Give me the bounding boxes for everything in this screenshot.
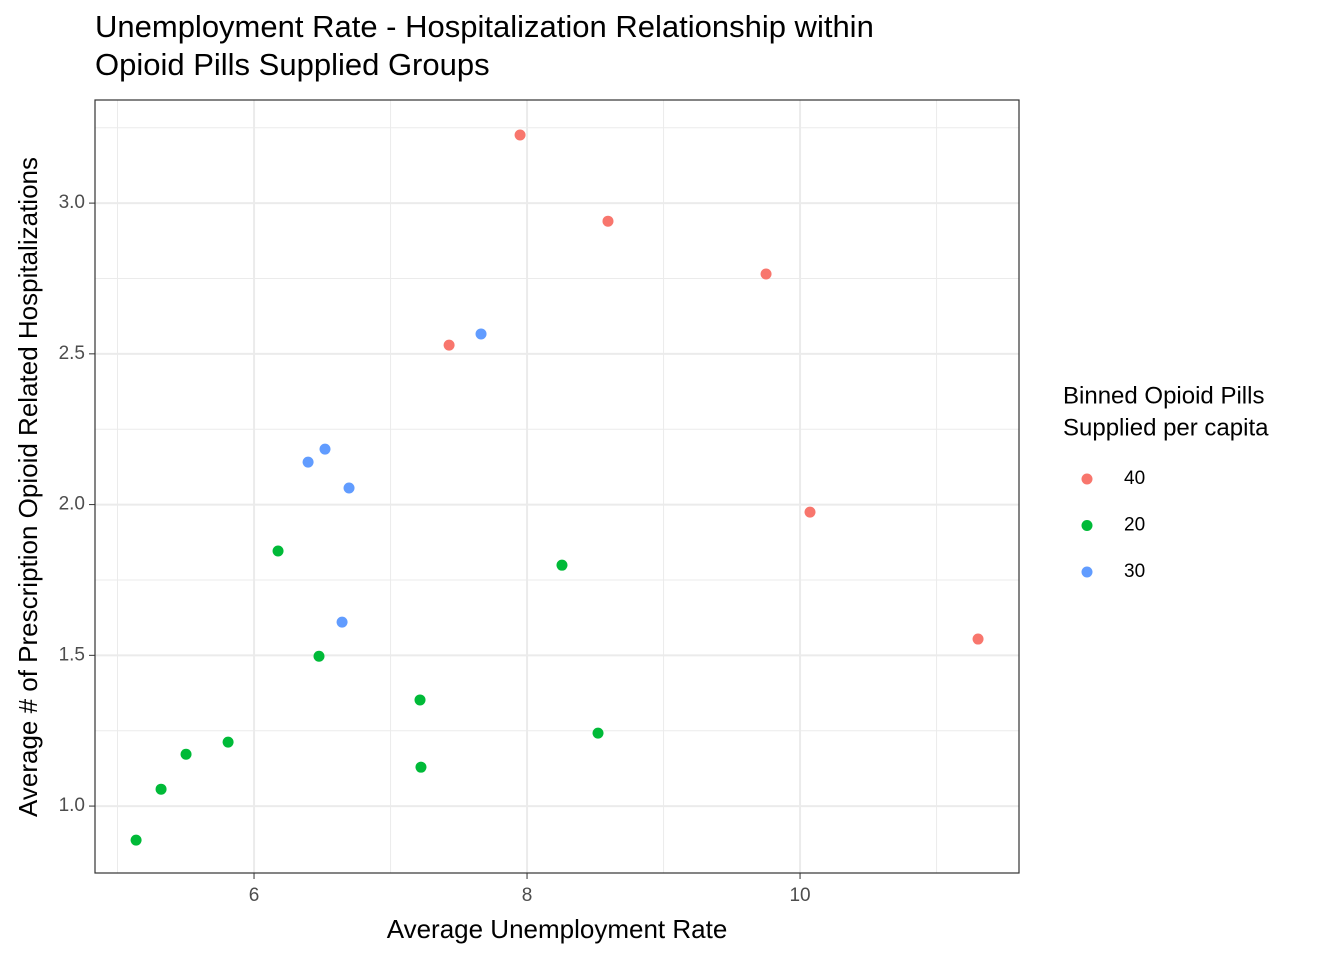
point <box>155 783 167 795</box>
legend-label: 30 <box>1124 561 1145 582</box>
point <box>972 633 984 645</box>
plot-border <box>94 99 1020 874</box>
x-tick-label: 10 <box>789 885 810 906</box>
point <box>414 694 426 706</box>
point <box>180 748 192 760</box>
x-tick-label: 8 <box>522 885 533 906</box>
y-tick-label: 2.0 <box>59 494 85 515</box>
point <box>760 268 772 280</box>
chart-title: Opioid Pills Supplied Groups <box>95 47 490 82</box>
point <box>592 727 604 739</box>
point <box>443 339 455 351</box>
legend-key <box>1081 520 1093 531</box>
x-tick-label: 6 <box>249 885 260 906</box>
y-tick-label: 1.5 <box>59 644 85 665</box>
point <box>475 328 487 340</box>
point <box>336 616 348 628</box>
point <box>343 482 355 494</box>
legend-key <box>1081 473 1093 485</box>
legend-title: Binned Opioid Pills <box>1063 382 1264 409</box>
legend-title: Supplied per capita <box>1063 414 1269 441</box>
legend-label: 40 <box>1124 468 1145 489</box>
chart-title: Unemployment Rate - Hospitalization Rela… <box>95 9 874 44</box>
legend-key <box>1081 566 1093 578</box>
point <box>514 129 526 141</box>
point <box>602 215 614 227</box>
point <box>415 761 427 773</box>
legend-label: 20 <box>1124 515 1145 536</box>
x-axis-title: Average Unemployment Rate <box>387 914 728 944</box>
point <box>556 559 568 571</box>
y-tick-label: 2.5 <box>59 343 85 364</box>
point <box>319 443 331 455</box>
point <box>130 834 142 846</box>
point <box>313 650 325 662</box>
y-tick-label: 3.0 <box>59 192 85 213</box>
y-axis-title: Average # of Prescription Opioid Related… <box>13 157 43 817</box>
point <box>222 736 234 748</box>
point <box>804 506 816 518</box>
y-tick-label: 1.0 <box>59 795 85 816</box>
point <box>302 456 314 468</box>
point <box>272 545 284 557</box>
